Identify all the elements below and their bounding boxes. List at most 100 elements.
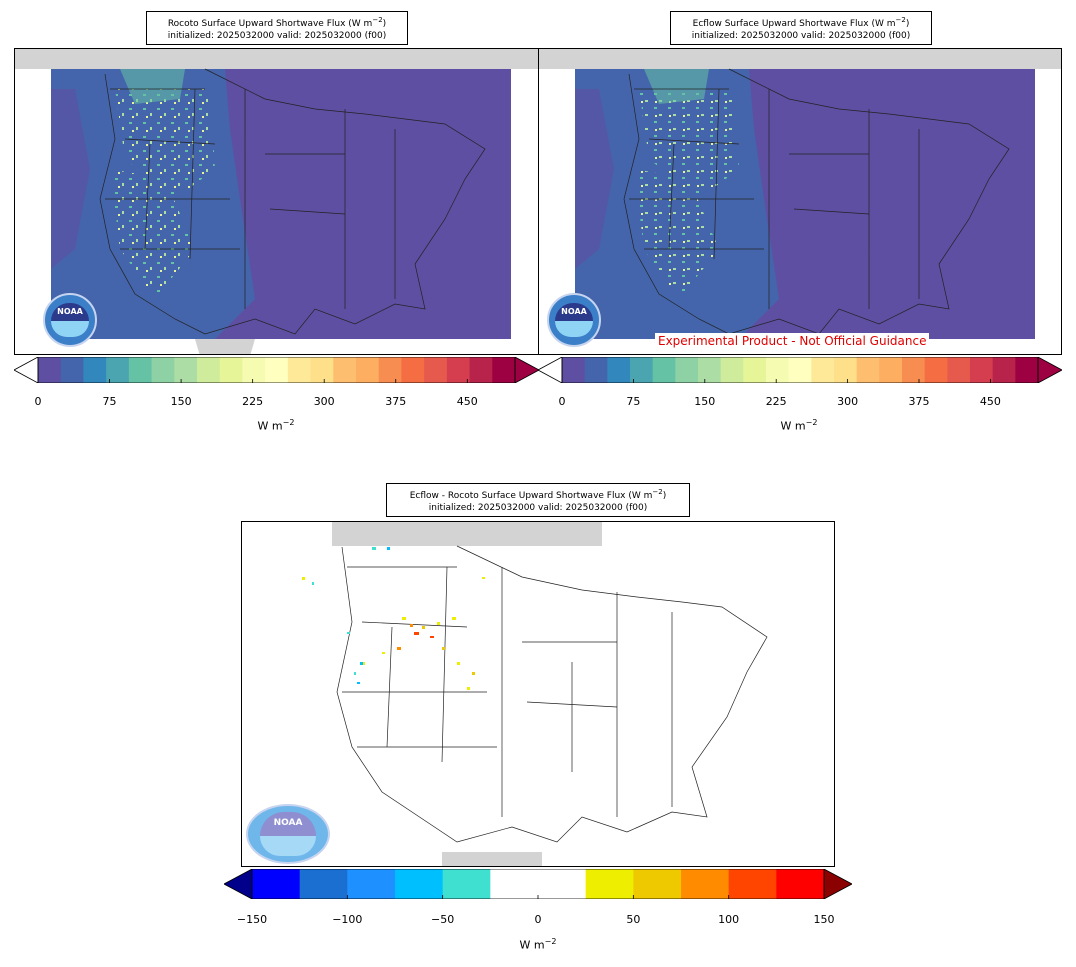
colorbar-flux-2 <box>537 356 1063 384</box>
colorbar-diff-swatch <box>776 869 825 899</box>
colorbar-flux-1-swatch <box>469 357 493 383</box>
colorbar-flux-2-swatch <box>562 357 586 383</box>
colorbar-flux-1-swatch <box>219 357 243 383</box>
colorbar-flux-2-swatch <box>947 357 971 383</box>
colorbar-diff-swatch <box>633 869 682 899</box>
noaa-logo: NOAA <box>43 293 97 347</box>
colorbar-flux-2-under-arrow <box>537 356 563 384</box>
colorbar-diff-swatch <box>395 869 444 899</box>
map-ecflow: NOAA Experimental Product - Not Official… <box>538 48 1062 355</box>
colorbar-diff-over-arrow <box>823 868 853 900</box>
colorbar-flux-1-swatch <box>106 357 130 383</box>
colorbar-flux-2-swatch <box>1015 357 1039 383</box>
colorbar-flux-2-svg <box>537 356 1063 384</box>
colorbar-flux-1-tick-label: 150 <box>170 395 192 408</box>
colorbar-flux-2-tick-label: 300 <box>837 395 859 408</box>
map-ecflow-field <box>539 49 1061 354</box>
colorbar-diff-swatch <box>538 869 587 899</box>
colorbar-flux-1-swatch <box>197 357 221 383</box>
colorbar-diff-tick-label: 50 <box>626 913 641 926</box>
colorbar-diff-tick-label: 100 <box>718 913 740 926</box>
colorbar-flux-1-swatch <box>38 357 62 383</box>
map-difference: NOAA <box>241 521 835 867</box>
colorbar-flux-2-swatch <box>902 357 926 383</box>
colorbar-flux-2-swatch <box>675 357 699 383</box>
colorbar-flux-1-swatch <box>333 357 357 383</box>
colorbar-flux-1-svg <box>13 356 540 384</box>
diff-positive-speckle <box>302 577 485 690</box>
map-rocoto-field <box>15 49 538 354</box>
colorbar-flux-2-tick-label: 450 <box>979 395 1001 408</box>
colorbar-flux-1-swatch <box>265 357 289 383</box>
colorbar-flux-1-swatch <box>424 357 448 383</box>
colorbar-flux-2-swatch <box>720 357 744 383</box>
colorbar-flux-1-swatch <box>446 357 471 383</box>
colorbar-flux-2-swatch <box>788 357 812 383</box>
colorbar-flux-1-swatch <box>378 357 402 383</box>
colorbar-flux-1-swatch <box>287 357 312 383</box>
panel-title-ecflow: Ecflow Surface Upward Shortwave Flux (W … <box>670 11 932 45</box>
colorbar-flux-1-under-arrow <box>13 356 39 384</box>
colorbar-flux-1-over-arrow <box>514 356 540 384</box>
colorbar-flux-1-swatch <box>242 357 266 383</box>
colorbar-flux-2-swatch <box>698 357 722 383</box>
map-difference-field <box>242 522 834 866</box>
colorbar-diff-tick-label: 150 <box>813 913 835 926</box>
colorbar-diff-under-arrow <box>223 868 253 900</box>
colorbar-diff-swatch <box>490 869 539 899</box>
colorbar-flux-1 <box>13 356 540 384</box>
colorbar-diff-tick-label: −150 <box>236 913 268 926</box>
experimental-watermark: Experimental Product - Not Official Guid… <box>655 333 930 349</box>
colorbar-flux-2-unit: W m−2 <box>780 418 818 433</box>
colorbar-flux-1-tick-label: 375 <box>385 395 407 408</box>
colorbar-diff-swatch <box>442 869 491 899</box>
colorbar-diff-tick-label: −100 <box>332 913 363 926</box>
noaa-logo: NOAA <box>246 804 330 864</box>
colorbar-flux-2-swatch <box>879 357 903 383</box>
colorbar-flux-1-swatch <box>401 357 425 383</box>
colorbar-flux-2-tick-label: 0 <box>558 395 566 408</box>
colorbar-diff-swatch <box>681 869 730 899</box>
colorbar-flux-1-swatch <box>310 357 334 383</box>
noaa-logo: NOAA <box>547 293 601 347</box>
colorbar-flux-1-swatch <box>356 357 380 383</box>
colorbar-flux-1-tick-label: 75 <box>102 395 117 408</box>
colorbar-flux-1-swatch <box>128 357 153 383</box>
panel-title-difference: Ecflow - Rocoto Surface Upward Shortwave… <box>386 483 690 517</box>
colorbar-diff-swatch <box>585 869 634 899</box>
colorbar-flux-2-tick-label: 150 <box>694 395 716 408</box>
colorbar-flux-2-swatch <box>856 357 880 383</box>
colorbar-flux-2-swatch <box>924 357 948 383</box>
colorbar-diff-unit: W m−2 <box>519 937 557 952</box>
colorbar-flux-2-swatch <box>970 357 994 383</box>
colorbar-flux-2-tick-label: 225 <box>765 395 787 408</box>
colorbar-flux-1-tick-label: 0 <box>34 395 42 408</box>
colorbar-flux-2-swatch <box>607 357 631 383</box>
colorbar-flux-2-tick-label: 75 <box>626 395 641 408</box>
colorbar-flux-2-swatch <box>630 357 654 383</box>
colorbar-flux-2-tick-label: 375 <box>908 395 930 408</box>
colorbar-flux-2-over-arrow <box>1037 356 1063 384</box>
colorbar-flux-1-swatch <box>174 357 198 383</box>
colorbar-flux-2-swatch <box>652 357 676 383</box>
colorbar-flux-2-swatch <box>834 357 858 383</box>
colorbar-flux-2-swatch <box>584 357 608 383</box>
colorbar-flux-2-swatch <box>992 357 1016 383</box>
colorbar-flux-2-swatch <box>743 357 767 383</box>
colorbar-flux-2-swatch <box>766 357 790 383</box>
colorbar-flux-1-tick-label: 225 <box>242 395 264 408</box>
colorbar-diff-swatch <box>728 869 777 899</box>
diff-negative-speckle <box>312 547 390 684</box>
colorbar-flux-1-swatch <box>151 357 175 383</box>
panel-title-rocoto: Rocoto Surface Upward Shortwave Flux (W … <box>146 11 408 45</box>
colorbar-diff-tick-label: −50 <box>431 913 455 926</box>
colorbar-flux-1-swatch <box>60 357 84 383</box>
map-rocoto: NOAA <box>14 48 539 355</box>
colorbar-flux-1-unit: W m−2 <box>257 418 295 433</box>
colorbar-flux-1-tick-label: 450 <box>456 395 478 408</box>
colorbar-flux-2-swatch <box>811 357 835 383</box>
colorbar-diff-swatch <box>347 869 396 899</box>
colorbar-diff-svg <box>223 868 853 900</box>
colorbar-diff-swatch <box>252 869 301 899</box>
colorbar-flux-1-tick-label: 300 <box>313 395 335 408</box>
